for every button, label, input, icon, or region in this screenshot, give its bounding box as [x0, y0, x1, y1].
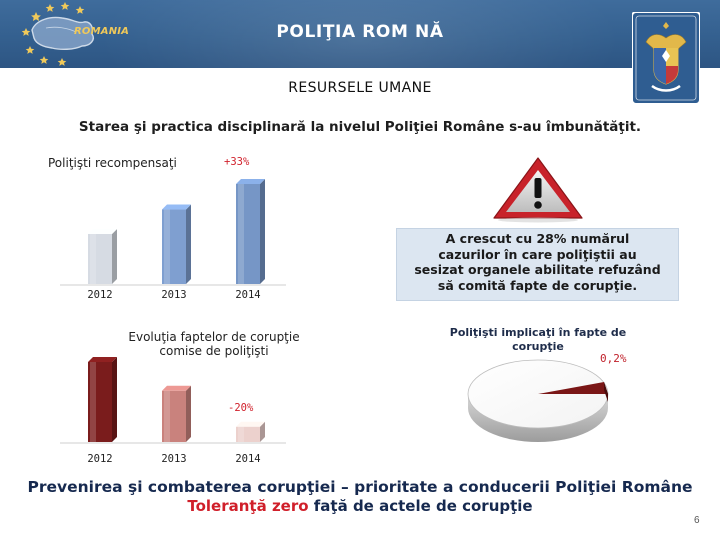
- chart1-change-label: +33%: [224, 156, 250, 168]
- chart2-tick-2014: 2014: [235, 453, 261, 465]
- chart2-tick-2012: 2012: [87, 453, 113, 465]
- header-glow: [0, 0, 720, 68]
- chart2-title-line2: comise de poliţişti: [159, 344, 269, 358]
- pie-slice-highlight: [538, 382, 608, 394]
- romania-map-logo: [21, 2, 94, 66]
- logo-text: ROMANIA: [74, 26, 130, 37]
- info-line-2: cazurilor în care poliţiştii au: [438, 246, 637, 262]
- chart1-tick-2014: 2014: [235, 289, 261, 301]
- pie-title-line2: corupţie: [512, 340, 564, 353]
- chart2-title-line1: Evoluţia faptelor de corupţie: [128, 330, 300, 344]
- bar-2012: [88, 229, 117, 284]
- info-line-4: să comită fapte de corupţie.: [437, 277, 638, 293]
- info-box: A crescut cu 28% numărul cazurilor în ca…: [396, 228, 679, 301]
- chart1-tick-2012: 2012: [87, 289, 113, 301]
- romania-map-outline: [31, 16, 94, 51]
- bar-2013: [162, 204, 191, 284]
- chart1-title: Poliţişti recompensaţi: [48, 156, 177, 170]
- pie-title: Poliţişti implicaţi în fapte de corupţie: [424, 326, 652, 354]
- header-banner: ROMANIA POLIŢIA ROM NĂ: [0, 0, 720, 68]
- chart1-tick-2013: 2013: [161, 289, 187, 301]
- pie-title-line1: Poliţişti implicaţi în fapte de: [449, 326, 627, 339]
- bar-2013: [162, 385, 191, 442]
- chart2-tick-2013: 2013: [161, 453, 187, 465]
- coat-of-arms-icon: [632, 12, 700, 104]
- warning-sign-icon: [493, 157, 583, 223]
- pie-side-wall: [468, 394, 608, 442]
- pie-chart-corruption-share: [467, 359, 609, 442]
- page-number: 6: [694, 515, 700, 526]
- footer-zero-tolerance-line: Toleranţă zero faţă de actele de corupţi…: [0, 497, 720, 515]
- bar-2014: [236, 179, 265, 284]
- info-line-3: sesizat organele abilitate refuzând: [414, 262, 661, 277]
- footer-rest-text: faţă de actele de corupţie: [308, 497, 533, 515]
- section-title: RESURSELE UMANE: [288, 80, 432, 96]
- chart2-corruption-evolution: [60, 357, 286, 444]
- chart2-change-label: -20%: [228, 402, 254, 414]
- footer-priority-line: Prevenirea şi combaterea corupţiei – pri…: [27, 478, 693, 496]
- page-title: POLIŢIA ROM NĂ: [276, 22, 444, 42]
- chart1-rewarded-officers: [60, 179, 286, 286]
- chart2-title: Evoluţia faptelor de corupţie comise de …: [124, 330, 304, 358]
- footer-accent-text: Toleranţă zero: [187, 497, 309, 515]
- eu-stars-icon: [21, 2, 85, 66]
- pie-slice-label: 0,2%: [600, 352, 627, 365]
- bar-2014: [236, 421, 265, 442]
- bar-2012: [88, 357, 117, 442]
- headline: Starea şi practica disciplinară la nivel…: [78, 119, 642, 135]
- info-line-1: A crescut cu 28% numărul: [445, 231, 630, 246]
